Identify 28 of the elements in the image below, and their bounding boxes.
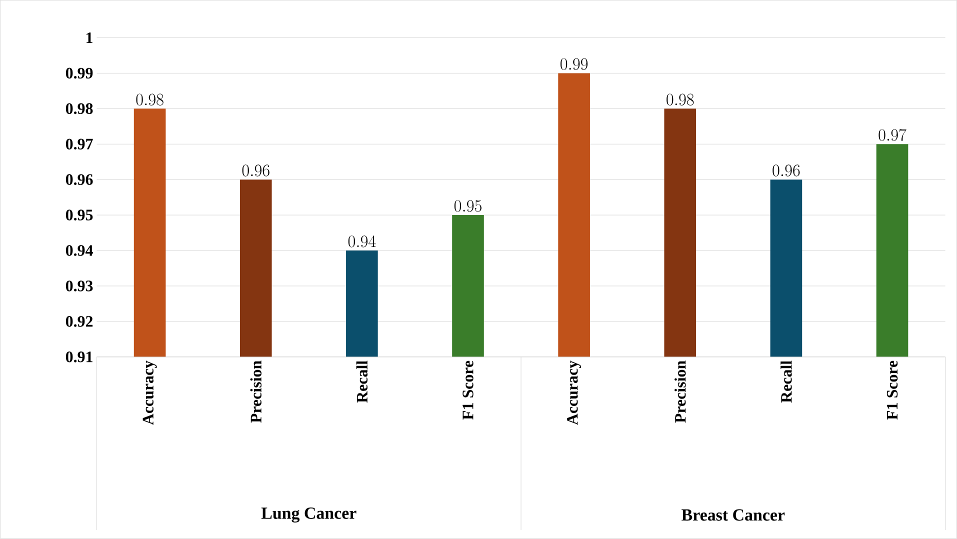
x-tick-label: Accuracy bbox=[142, 360, 157, 426]
data-label: 0.97 bbox=[878, 129, 906, 142]
y-tick-label: 0.97 bbox=[66, 138, 93, 150]
x-tick-label: F1 Score bbox=[886, 360, 898, 420]
text: Lung Cancer bbox=[261, 508, 356, 523]
data-label: 0.96 bbox=[242, 164, 270, 176]
y-tick-label: 0.94 bbox=[66, 245, 93, 256]
y-tick-label: 0.99 bbox=[66, 68, 93, 79]
data-label: 0.98 bbox=[136, 94, 164, 106]
data-label: 0.95 bbox=[454, 200, 482, 212]
data-label: 0.98 bbox=[666, 94, 694, 106]
y-tick-label: 0.96 bbox=[66, 174, 93, 186]
y-tick-label: 0.98 bbox=[66, 103, 93, 114]
x-tick-label: Recall bbox=[780, 360, 792, 403]
data-label: 0.94 bbox=[348, 236, 376, 248]
x-tick-label: Precision bbox=[250, 360, 262, 423]
data-label: 0.99 bbox=[560, 58, 588, 70]
x-tick-label: Recall bbox=[356, 360, 368, 403]
x-tick-label: Precision bbox=[674, 360, 686, 423]
data-label: 0.96 bbox=[772, 164, 800, 176]
x-tick-label: F1 Score bbox=[462, 360, 474, 420]
y-tick-label: 0.91 bbox=[66, 352, 92, 362]
y-tick-label: 0.95 bbox=[66, 210, 93, 221]
y-tick-label: 0.93 bbox=[66, 280, 93, 292]
y-tick-label: 0.92 bbox=[66, 316, 93, 327]
text: Breast Cancer bbox=[682, 509, 785, 521]
y-tick-label: 1 bbox=[86, 32, 92, 44]
x-tick-label: Accuracy bbox=[567, 360, 582, 426]
